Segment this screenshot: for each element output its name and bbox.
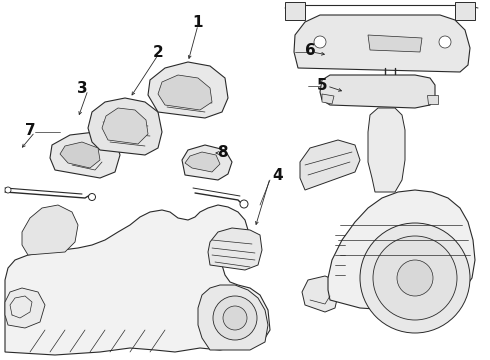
Text: 6: 6 [305, 42, 316, 58]
Polygon shape [300, 140, 360, 190]
Text: 2: 2 [152, 45, 163, 59]
Polygon shape [60, 142, 100, 168]
Polygon shape [102, 108, 148, 144]
Circle shape [439, 36, 451, 48]
Text: 4: 4 [273, 167, 283, 183]
Polygon shape [302, 276, 338, 312]
Text: 7: 7 [24, 122, 35, 138]
Circle shape [89, 194, 96, 201]
Polygon shape [198, 285, 268, 350]
Circle shape [314, 36, 326, 48]
Polygon shape [368, 35, 422, 52]
Polygon shape [208, 228, 262, 270]
Circle shape [5, 187, 11, 193]
Polygon shape [328, 190, 475, 310]
Polygon shape [182, 145, 232, 180]
Circle shape [213, 296, 257, 340]
Circle shape [397, 260, 433, 296]
Circle shape [360, 223, 470, 333]
Polygon shape [148, 62, 228, 118]
Polygon shape [285, 2, 305, 20]
Polygon shape [368, 108, 405, 192]
Text: 5: 5 [317, 77, 327, 93]
Circle shape [223, 306, 247, 330]
Polygon shape [320, 75, 435, 108]
Polygon shape [88, 98, 162, 155]
Circle shape [373, 236, 457, 320]
Polygon shape [5, 288, 45, 328]
Polygon shape [294, 15, 470, 72]
Polygon shape [185, 152, 220, 172]
Polygon shape [22, 205, 78, 255]
Polygon shape [455, 2, 475, 20]
Text: 3: 3 [77, 81, 87, 95]
Text: 1: 1 [193, 14, 203, 30]
Polygon shape [427, 95, 438, 104]
Polygon shape [158, 75, 212, 110]
Polygon shape [322, 94, 334, 104]
Circle shape [240, 200, 248, 208]
Polygon shape [5, 205, 270, 355]
Text: 8: 8 [217, 144, 227, 159]
Polygon shape [50, 132, 120, 178]
